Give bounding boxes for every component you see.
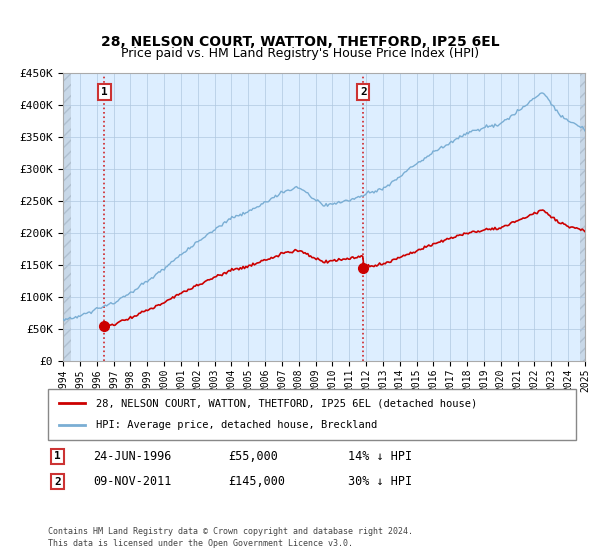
Text: £145,000: £145,000 [228,475,285,488]
Text: 1: 1 [54,451,61,461]
Bar [63,73,71,361]
Text: 14% ↓ HPI: 14% ↓ HPI [348,450,412,463]
Text: 09-NOV-2011: 09-NOV-2011 [93,475,172,488]
Text: 1: 1 [101,87,108,97]
Text: 2: 2 [54,477,61,487]
Text: Price paid vs. HM Land Registry's House Price Index (HPI): Price paid vs. HM Land Registry's House … [121,46,479,60]
FancyBboxPatch shape [48,389,576,440]
Text: 2: 2 [360,87,367,97]
Text: £55,000: £55,000 [228,450,278,463]
Text: 30% ↓ HPI: 30% ↓ HPI [348,475,412,488]
Text: Contains HM Land Registry data © Crown copyright and database right 2024.
This d: Contains HM Land Registry data © Crown c… [48,527,413,548]
Text: 28, NELSON COURT, WATTON, THETFORD, IP25 6EL: 28, NELSON COURT, WATTON, THETFORD, IP25… [101,35,499,49]
Text: HPI: Average price, detached house, Breckland: HPI: Average price, detached house, Brec… [95,421,377,431]
Text: 24-JUN-1996: 24-JUN-1996 [93,450,172,463]
Text: 28, NELSON COURT, WATTON, THETFORD, IP25 6EL (detached house): 28, NELSON COURT, WATTON, THETFORD, IP25… [95,398,477,408]
Bar [580,73,585,361]
